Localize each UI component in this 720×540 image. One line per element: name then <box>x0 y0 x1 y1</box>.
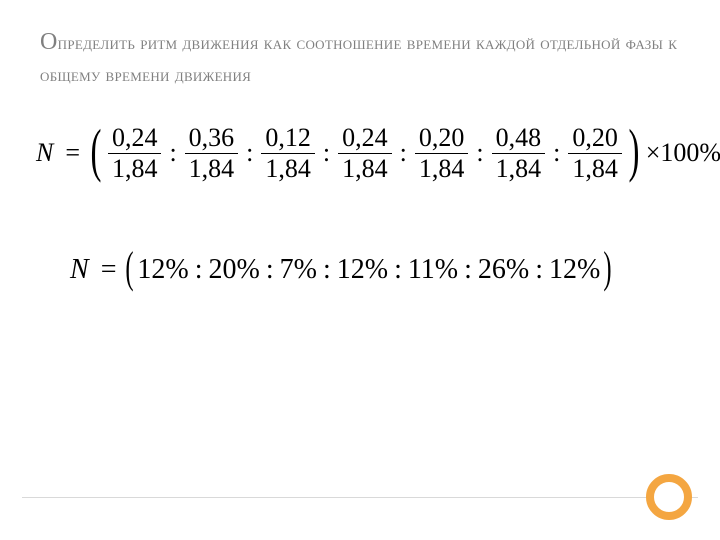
formula1-suffix: ×100% <box>646 138 720 168</box>
percent-separator: : <box>535 256 543 284</box>
fraction-separator: : <box>476 140 483 166</box>
percent-separator: : <box>464 256 472 284</box>
formula2-equals: = <box>101 254 117 286</box>
fraction-denominator: 1,84 <box>261 153 315 182</box>
formula1-right-paren: ) <box>628 127 639 175</box>
fraction-denominator: 1,84 <box>492 153 546 182</box>
fraction-denominator: 1,84 <box>338 153 392 182</box>
percent-separator: : <box>195 256 203 284</box>
formula2-left-paren: ( <box>126 250 134 286</box>
title-first-capital: О <box>40 29 58 55</box>
percent-value: 11% <box>408 254 458 286</box>
percent-value: 12% <box>337 254 388 286</box>
fraction-numerator: 0,20 <box>417 125 467 153</box>
slide-title: Определить ритм движения как соотношение… <box>0 0 720 91</box>
decorative-line <box>22 497 698 498</box>
fraction-numerator: 0,24 <box>110 125 160 153</box>
fraction-numerator: 0,48 <box>494 125 544 153</box>
fraction-denominator: 1,84 <box>568 153 622 182</box>
percent-separator: : <box>323 256 331 284</box>
decorative-circle-icon <box>646 474 692 520</box>
percent-value: 12% <box>137 254 188 286</box>
percent-separator: : <box>266 256 274 284</box>
fraction: 0,20 1,84 <box>415 125 469 182</box>
title-rest: пределить ритм движения как соотношение … <box>40 33 677 86</box>
fraction-separator: : <box>400 140 407 166</box>
formula1-left-paren: ( <box>90 127 101 175</box>
percent-value: 12% <box>549 254 600 286</box>
fraction: 0,36 1,84 <box>185 125 239 182</box>
formula2-variable: N <box>70 254 89 286</box>
fraction-denominator: 1,84 <box>415 153 469 182</box>
percent-value: 7% <box>280 254 317 286</box>
percent-value: 26% <box>478 254 529 286</box>
percent-separator: : <box>394 256 402 284</box>
formula2-right-paren: ) <box>604 250 612 286</box>
fraction-denominator: 1,84 <box>185 153 239 182</box>
fraction-separator: : <box>246 140 253 166</box>
fraction: 0,24 1,84 <box>108 125 162 182</box>
fraction-numerator: 0,24 <box>340 125 390 153</box>
fraction-numerator: 0,20 <box>570 125 620 153</box>
fraction: 0,12 1,84 <box>261 125 315 182</box>
fraction: 0,48 1,84 <box>492 125 546 182</box>
fraction-denominator: 1,84 <box>108 153 162 182</box>
formula-fractions: N = ( 0,24 1,84 : 0,36 1,84 : 0,12 1,84 … <box>36 125 720 182</box>
fraction-separator: : <box>553 140 560 166</box>
fraction-numerator: 0,12 <box>263 125 313 153</box>
fraction-separator: : <box>169 140 176 166</box>
percent-value: 20% <box>209 254 260 286</box>
formula1-variable: N <box>36 138 53 168</box>
formula-percents: N = ( 12% : 20% : 7% : 12% : 11% : 26% :… <box>70 252 720 288</box>
fraction: 0,20 1,84 <box>568 125 622 182</box>
formula1-equals: = <box>65 138 80 168</box>
fraction-numerator: 0,36 <box>187 125 237 153</box>
fraction-separator: : <box>323 140 330 166</box>
fraction: 0,24 1,84 <box>338 125 392 182</box>
